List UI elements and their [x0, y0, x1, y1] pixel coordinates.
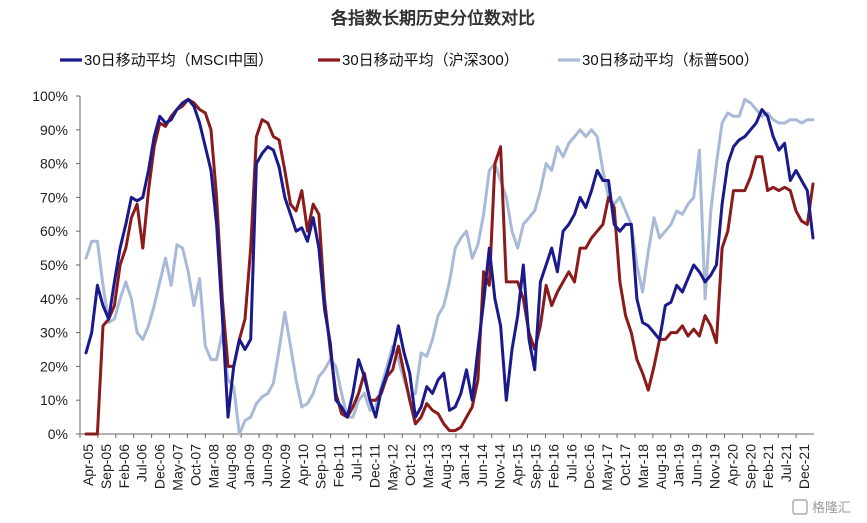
x-tick-label: Feb-16	[545, 444, 561, 489]
x-tick-label: Oct-17	[617, 444, 633, 486]
x-tick-label: Jun-14	[474, 444, 490, 487]
x-tick-label: Aug-18	[653, 444, 669, 489]
x-tick-label: Apr-10	[295, 444, 311, 486]
y-tick-label: 60%	[40, 223, 68, 239]
x-tick-label: Nov-14	[492, 444, 508, 489]
y-tick-label: 30%	[40, 325, 68, 341]
x-tick-label: Jan-09	[241, 444, 257, 487]
x-tick-label: Nov-19	[707, 444, 723, 489]
y-tick-label: 20%	[40, 358, 68, 374]
x-tick-label: Sep-15	[528, 444, 544, 489]
x-tick-label: May-07	[169, 444, 185, 491]
x-tick-label: Apr-05	[80, 444, 96, 486]
y-tick-label: 100%	[32, 88, 68, 104]
chart-title: 各指数长期历史分位数对比	[330, 8, 535, 28]
watermark: 格隆汇	[792, 499, 851, 515]
x-tick-label: Sep-20	[742, 444, 758, 489]
series-line-1	[84, 97, 815, 419]
x-tick-label: Jul-11	[348, 444, 364, 481]
x-tick-label: Mar-18	[635, 444, 651, 489]
x-tick-label: May-12	[384, 444, 400, 491]
x-tick-label: Apr-15	[510, 444, 526, 486]
x-tick-label: Oct-12	[402, 444, 418, 486]
x-tick-label: Sep-05	[98, 444, 114, 489]
x-tick-label: Feb-06	[116, 444, 132, 489]
y-tick-label: 90%	[40, 122, 68, 138]
x-tick-label: Apr-20	[724, 444, 740, 486]
x-tick-label: Jul-21	[778, 444, 794, 482]
x-tick-label: Aug-08	[223, 444, 239, 489]
x-tick-label: Dec-21	[796, 444, 812, 489]
legend-label: 30日移动平均（MSCI中国）	[84, 52, 273, 69]
series-layer	[84, 97, 815, 436]
x-tick-label: Feb-21	[760, 444, 776, 489]
x-tick-label: Aug-13	[438, 444, 454, 489]
series-line-3	[84, 97, 815, 436]
x-tick-label: Jul-06	[134, 444, 150, 482]
x-tick-label: Oct-07	[187, 444, 203, 486]
watermark-text: 格隆汇	[812, 500, 851, 515]
y-tick-label: 50%	[40, 257, 68, 273]
y-tick-label: 70%	[40, 189, 68, 205]
legend-label: 30日移动平均（沪深300）	[342, 52, 519, 69]
series-line-2	[84, 97, 815, 436]
y-tick-label: 10%	[40, 392, 68, 408]
axes: 0%10%20%30%40%50%60%70%80%90%100%Apr-05 S…	[32, 88, 814, 491]
x-tick-label: Dec-06	[152, 444, 168, 489]
y-tick-label: 0%	[48, 426, 68, 442]
x-tick-label: Sep-10	[313, 444, 329, 489]
x-tick-label: Feb-11	[331, 444, 347, 488]
y-tick-label: 80%	[40, 156, 68, 172]
watermark-logo-icon	[792, 499, 808, 515]
x-tick-label: Mar-08	[205, 444, 221, 489]
x-tick-label: Jan-19	[671, 444, 687, 487]
x-tick-label: Dec-11	[366, 444, 382, 488]
legend-label: 30日移动平均（标普500）	[582, 52, 759, 69]
x-tick-label: Jun-19	[689, 444, 705, 487]
x-tick-label: May-17	[599, 444, 615, 491]
x-tick-label: Mar-13	[420, 444, 436, 489]
y-tick-label: 40%	[40, 291, 68, 307]
x-tick-label: Nov-09	[277, 444, 293, 489]
x-tick-label: Jul-16	[563, 444, 579, 482]
x-tick-label: Jun-09	[259, 444, 275, 487]
x-tick-label: Jan-14	[456, 444, 472, 487]
x-tick-label: Dec-16	[581, 444, 597, 489]
legend: 30日移动平均（MSCI中国） 30日移动平均（沪深300） 30日移动平均（标普5…	[60, 52, 759, 69]
